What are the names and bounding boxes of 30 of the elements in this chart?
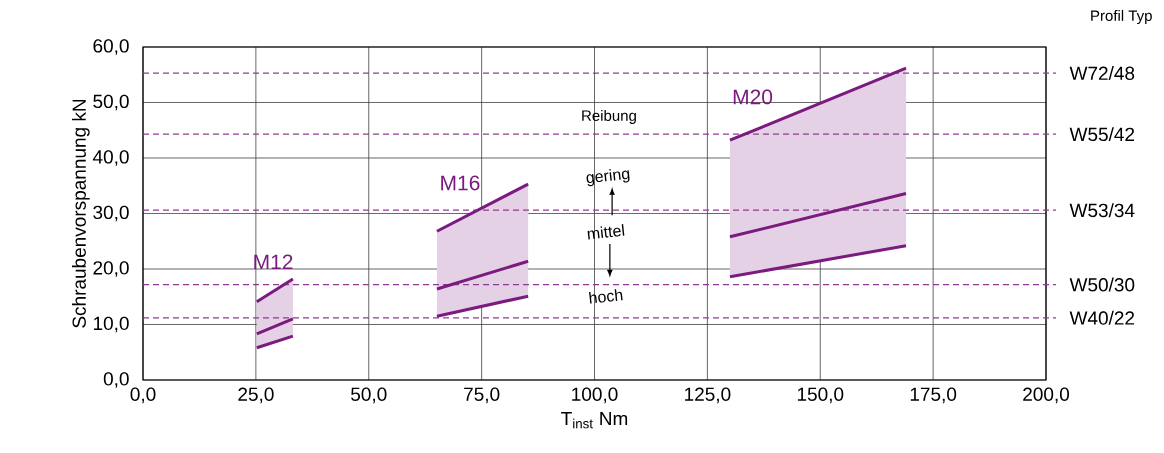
ref-line-label: W55/42 — [1069, 127, 1135, 142]
x-tick-label: 125,0 — [685, 387, 731, 404]
y-tick-label: 50,0 — [93, 94, 129, 111]
x-tick-label: 0,0 — [130, 387, 156, 404]
x-tick-label: 200,0 — [1023, 387, 1070, 404]
x-tick-label: 150,0 — [797, 387, 844, 404]
annotation: M16 — [441, 175, 480, 191]
x-tick-label: 50,0 — [351, 387, 387, 404]
y-tick-label: 40,0 — [92, 150, 129, 166]
y-tick-label: 60,0 — [93, 39, 129, 55]
y-tick-label: 30,0 — [93, 205, 129, 222]
ref-line-label: W72/48 — [1069, 66, 1135, 81]
ref-line-label: W53/34 — [1069, 203, 1135, 218]
y-axis-title: Schraubenvorspannung kN — [71, 99, 90, 328]
y-tick-label: 10,0 — [93, 316, 129, 333]
annotation: hoch — [589, 289, 623, 304]
ref-line-label: W50/30 — [1069, 277, 1135, 292]
annotation: gering — [586, 169, 630, 187]
x-tick-label: 75,0 — [464, 387, 500, 404]
y2-axis-title: Profil Typ — [1091, 10, 1152, 24]
x-tick-label: 100,0 — [572, 387, 618, 404]
x-tick-label: 25,0 — [238, 387, 274, 404]
x-axis-title: T$_{inst}$ Nm — [561, 412, 628, 429]
annotation: M20 — [733, 89, 773, 105]
x-tick-label: 175,0 — [910, 387, 957, 404]
ref-line-label: W40/22 — [1069, 310, 1135, 325]
y-tick-label: 20,0 — [93, 261, 129, 277]
annotation: mittel — [587, 224, 625, 240]
y-tick-label: 0,0 — [103, 372, 129, 388]
annotation: M12 — [254, 254, 293, 270]
